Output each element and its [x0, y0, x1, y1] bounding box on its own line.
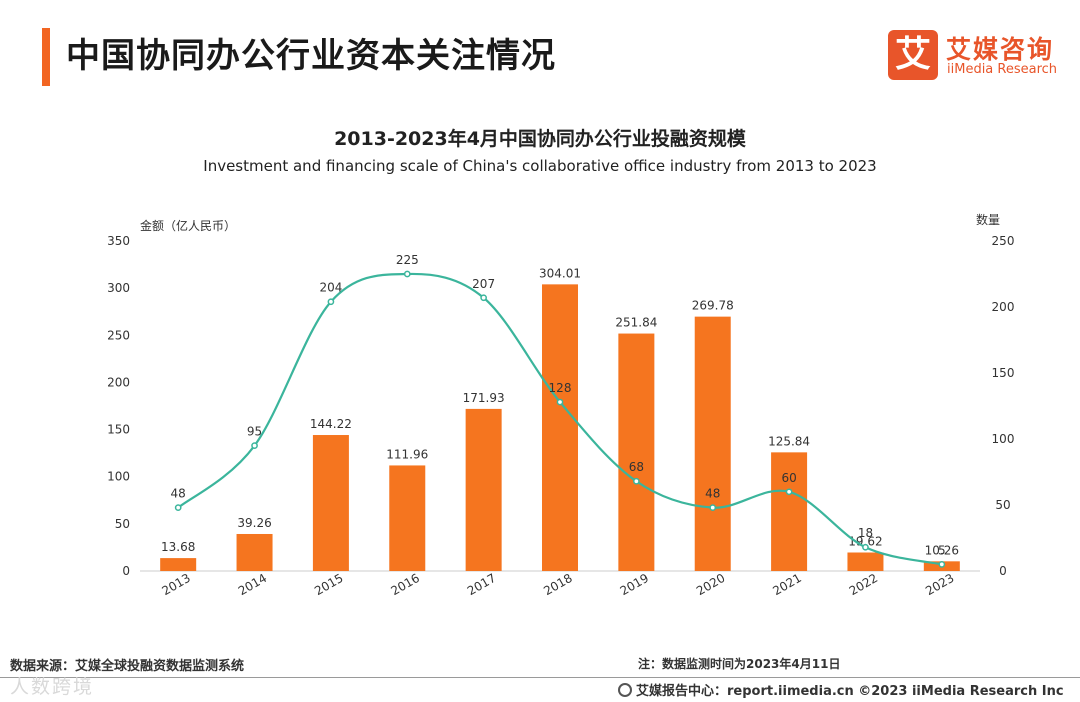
amount-bar — [312, 435, 349, 571]
count-point — [862, 543, 869, 551]
count-point — [938, 561, 946, 568]
y-right-tick-label: 0 — [999, 564, 1007, 578]
x-tick-label: 2019 — [618, 571, 651, 598]
data-source: 数据来源：艾媒全球投融资数据监测系统 — [10, 659, 245, 674]
amount-bar-label: 19.62 — [848, 535, 882, 549]
count-point-label: 95 — [247, 425, 262, 439]
y-left-tick-label: 0 — [122, 564, 130, 578]
amount-bar — [389, 465, 426, 571]
logo-mark: 艾 — [888, 30, 938, 80]
y-left-tick-label: 100 — [107, 470, 130, 484]
count-point — [327, 298, 335, 306]
count-point-label: 48 — [705, 487, 720, 501]
y-left-tick-label: 50 — [115, 517, 130, 531]
x-tick-label: 2018 — [541, 571, 574, 598]
count-point-label: 60 — [781, 471, 796, 485]
y-right-tick-label: 250 — [992, 234, 1015, 248]
combo-chart: 金额（亿人民币） 数量 0 50 100 150 200 250 300 350 0 50 100… — [107, 212, 1015, 598]
x-tick-label: 2014 — [236, 571, 269, 598]
x-tick-label: 2022 — [847, 571, 880, 598]
chart-subtitle: Investment and financing scale of China'… — [203, 157, 877, 175]
count-point — [480, 294, 487, 302]
footer-credit: 艾媒报告中心：report.iimedia.cn ©2023 iiMedia R… — [618, 680, 1064, 699]
iimedia-logo[interactable]: 艾 艾媒咨询 iiMedia Research — [888, 30, 1068, 82]
x-tick-label: 2020 — [694, 571, 727, 598]
y-left-tick-label: 250 — [107, 328, 130, 342]
count-point-label: 225 — [396, 253, 419, 267]
amount-bar-label: 111.96 — [386, 447, 428, 461]
count-point — [174, 504, 182, 511]
y-right-tick-label: 100 — [992, 432, 1015, 446]
count-point-label: 18 — [858, 526, 873, 540]
amount-bar — [771, 452, 808, 571]
amount-bar-label: 125.84 — [768, 434, 810, 448]
amount-bar — [542, 284, 578, 571]
count-point — [633, 477, 640, 485]
count-point — [403, 270, 411, 278]
logo-cn-text: 艾媒咨询 — [946, 35, 1055, 64]
count-point-label: 68 — [629, 460, 644, 474]
x-tick-label: 2016 — [389, 571, 422, 598]
count-point-label: 204 — [319, 281, 342, 295]
y-right-tick-label: 50 — [995, 498, 1010, 512]
amount-bar — [847, 552, 884, 571]
amount-bar-label: 13.68 — [161, 540, 195, 554]
logo-en-text: iiMedia Research — [947, 62, 1058, 77]
y-left-tick-label: 300 — [107, 281, 130, 295]
y-axis-left-label: 金额（亿人民币） — [140, 218, 236, 233]
x-tick-label: 2015 — [312, 571, 345, 598]
y-right-tick-label: 200 — [992, 300, 1015, 314]
x-tick-label: 2013 — [159, 571, 192, 598]
chart-title: 2013-2023年4月中国协同办公行业投融资规模 — [334, 128, 746, 150]
data-note: 注：数据监测时间为2023年4月11日 — [638, 657, 841, 671]
count-point-label: 207 — [472, 277, 495, 291]
amount-bar — [236, 533, 273, 571]
count-line — [177, 272, 943, 566]
y-right-tick-label: 150 — [992, 366, 1015, 380]
amount-bar — [694, 316, 731, 571]
amount-bar — [465, 408, 502, 571]
y-axis-right-label: 数量 — [976, 212, 1000, 227]
amount-bar-label: 251.84 — [615, 316, 657, 330]
page-title: 中国协同办公行业资本关注情况 — [66, 36, 556, 76]
y-left-tick-label: 350 — [107, 234, 130, 248]
footer-credit-text: 艾媒报告中心：report.iimedia.cn ©2023 iiMedia R… — [636, 684, 1064, 699]
globe-icon — [618, 683, 632, 697]
count-point — [785, 488, 793, 496]
amount-bar-label: 269.78 — [692, 299, 734, 313]
watermark: 人数跨境 — [10, 676, 95, 698]
count-point-label: 5 — [938, 543, 946, 557]
x-tick-label: 2017 — [465, 571, 498, 598]
count-point — [556, 398, 564, 406]
footer-divider — [0, 677, 1080, 678]
amount-bar-label: 10.26 — [925, 543, 959, 557]
x-tick-label: 2021 — [770, 571, 803, 598]
y-left-tick-label: 200 — [107, 375, 130, 389]
count-point — [251, 442, 258, 449]
count-point-label: 48 — [171, 487, 186, 501]
amount-bar — [160, 558, 197, 571]
amount-bar-label: 304.01 — [539, 266, 581, 280]
count-point-label: 128 — [549, 381, 572, 395]
amount-bar-label: 144.22 — [310, 417, 352, 431]
amount-bar-label: 39.26 — [237, 516, 271, 530]
y-left-tick-label: 150 — [107, 423, 130, 437]
x-tick-label: 2023 — [923, 571, 956, 598]
amount-bar — [618, 333, 655, 571]
amount-bar-label: 171.93 — [463, 391, 505, 405]
count-point — [709, 504, 717, 511]
title-accent-bar — [42, 28, 50, 86]
